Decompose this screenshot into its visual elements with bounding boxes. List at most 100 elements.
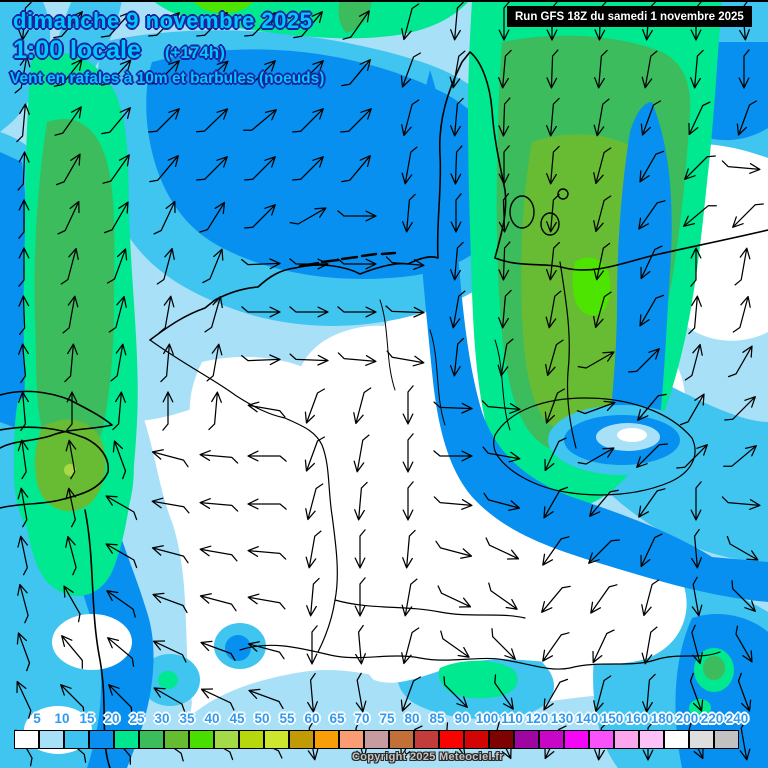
wind-arrow xyxy=(736,100,758,136)
wind-arrow xyxy=(16,680,32,719)
wind-arrow xyxy=(594,49,608,89)
wind-arrow xyxy=(337,210,377,222)
wind-arrow xyxy=(683,205,717,227)
wind-arrow xyxy=(402,481,414,521)
wind-arrow xyxy=(724,396,756,421)
wind-arrow xyxy=(544,437,567,472)
wind-arrow xyxy=(340,108,372,133)
wind-arrow xyxy=(354,577,366,617)
wind-arrow xyxy=(450,145,463,185)
forecast-date-label: dimanche 9 novembre 2025 xyxy=(13,8,313,33)
wind-arrow xyxy=(401,99,420,137)
forecast-offset-label: (+174h) xyxy=(164,43,225,62)
wind-arrow xyxy=(289,306,329,318)
wind-arrow xyxy=(491,628,516,660)
wind-arrow xyxy=(354,529,366,569)
wind-arrow xyxy=(732,203,764,228)
wind-arrow xyxy=(289,258,329,270)
wind-arrow xyxy=(204,295,223,333)
wind-arrow xyxy=(106,248,128,284)
wind-arrow xyxy=(18,247,30,287)
wind-arrow xyxy=(353,387,372,425)
wind-arrow xyxy=(590,584,618,614)
wind-arrow xyxy=(337,352,377,366)
wind-arrow xyxy=(53,11,83,39)
map-parameter-subtitle: Vent en rafales à 10m et barbules (noeud… xyxy=(10,70,325,87)
wind-arrow xyxy=(247,401,286,418)
wind-arrow xyxy=(738,49,750,89)
wind-arrow xyxy=(435,540,473,559)
wind-arrow xyxy=(721,160,761,174)
wind-arrow xyxy=(593,242,611,281)
wind-arrow xyxy=(640,245,663,280)
wind-arrow xyxy=(292,60,324,85)
wind-arrow xyxy=(588,539,620,564)
wind-arrow xyxy=(241,354,281,366)
wind-arrow xyxy=(306,577,320,617)
wind-arrow xyxy=(101,107,131,135)
wind-arrow xyxy=(16,103,30,143)
wind-arrow xyxy=(679,393,705,426)
wind-arrow xyxy=(546,97,560,137)
wind-arrow xyxy=(353,434,370,473)
wind-arrow xyxy=(593,195,612,233)
wind-arrow xyxy=(402,193,416,233)
wind-arrow xyxy=(641,50,658,89)
wind-arrow xyxy=(402,529,416,569)
wind-arrow xyxy=(202,248,224,284)
wind-arrow xyxy=(200,688,235,711)
wind-arrow xyxy=(60,247,79,285)
wind-arrow xyxy=(206,343,223,382)
wind-arrow xyxy=(726,535,759,561)
wind-arrow xyxy=(642,673,656,713)
wind-arrow xyxy=(152,592,188,614)
wind-arrow xyxy=(691,528,702,569)
wind-arrow xyxy=(208,391,222,431)
wind-arrow xyxy=(247,498,287,510)
wind-arrow xyxy=(576,400,616,415)
wind-arrow xyxy=(684,155,716,180)
wind-arrow xyxy=(61,635,83,669)
wind-arrow xyxy=(688,295,702,335)
wind-arrow xyxy=(483,492,521,511)
wind-arrow xyxy=(593,291,612,329)
wind-arrow xyxy=(488,582,518,610)
wind-arrow xyxy=(437,585,472,608)
wind-arrow xyxy=(636,443,668,468)
wind-arrow xyxy=(55,153,81,186)
wind-arrow xyxy=(18,199,30,239)
wind-arrow xyxy=(400,676,422,712)
wind-arrow xyxy=(684,343,703,381)
wind-arrow xyxy=(100,59,132,86)
wind-arrow xyxy=(151,449,189,468)
wind-arrow xyxy=(17,535,29,576)
wind-arrow xyxy=(196,156,228,181)
wind-arrow xyxy=(637,393,667,421)
wind-arrow xyxy=(289,207,327,225)
wind-arrow xyxy=(402,385,414,425)
wind-arrow xyxy=(589,489,619,517)
wind-arrow xyxy=(244,156,276,181)
wind-arrow xyxy=(497,338,514,377)
wind-arrow xyxy=(739,720,751,761)
wind-arrows xyxy=(14,0,764,767)
wind-arrow xyxy=(195,60,229,84)
wind-arrow xyxy=(355,624,366,665)
wind-arrow xyxy=(195,108,229,133)
wind-arrow xyxy=(734,247,751,286)
wind-arrow xyxy=(65,535,77,576)
wind-arrow xyxy=(355,672,367,713)
wind-arrow xyxy=(292,108,324,133)
wind-arrow xyxy=(543,678,569,711)
wind-arrow xyxy=(449,50,466,89)
wind-arrow xyxy=(449,337,465,377)
wind-arrow xyxy=(57,200,80,235)
wind-arrow xyxy=(641,579,660,617)
wind-arrow xyxy=(54,106,82,136)
copyright-label: Copyright 2025 Meteociel.fr xyxy=(352,751,504,763)
wind-arrow xyxy=(443,676,468,708)
wind-arrow xyxy=(102,154,130,184)
wind-arrow xyxy=(53,58,83,87)
